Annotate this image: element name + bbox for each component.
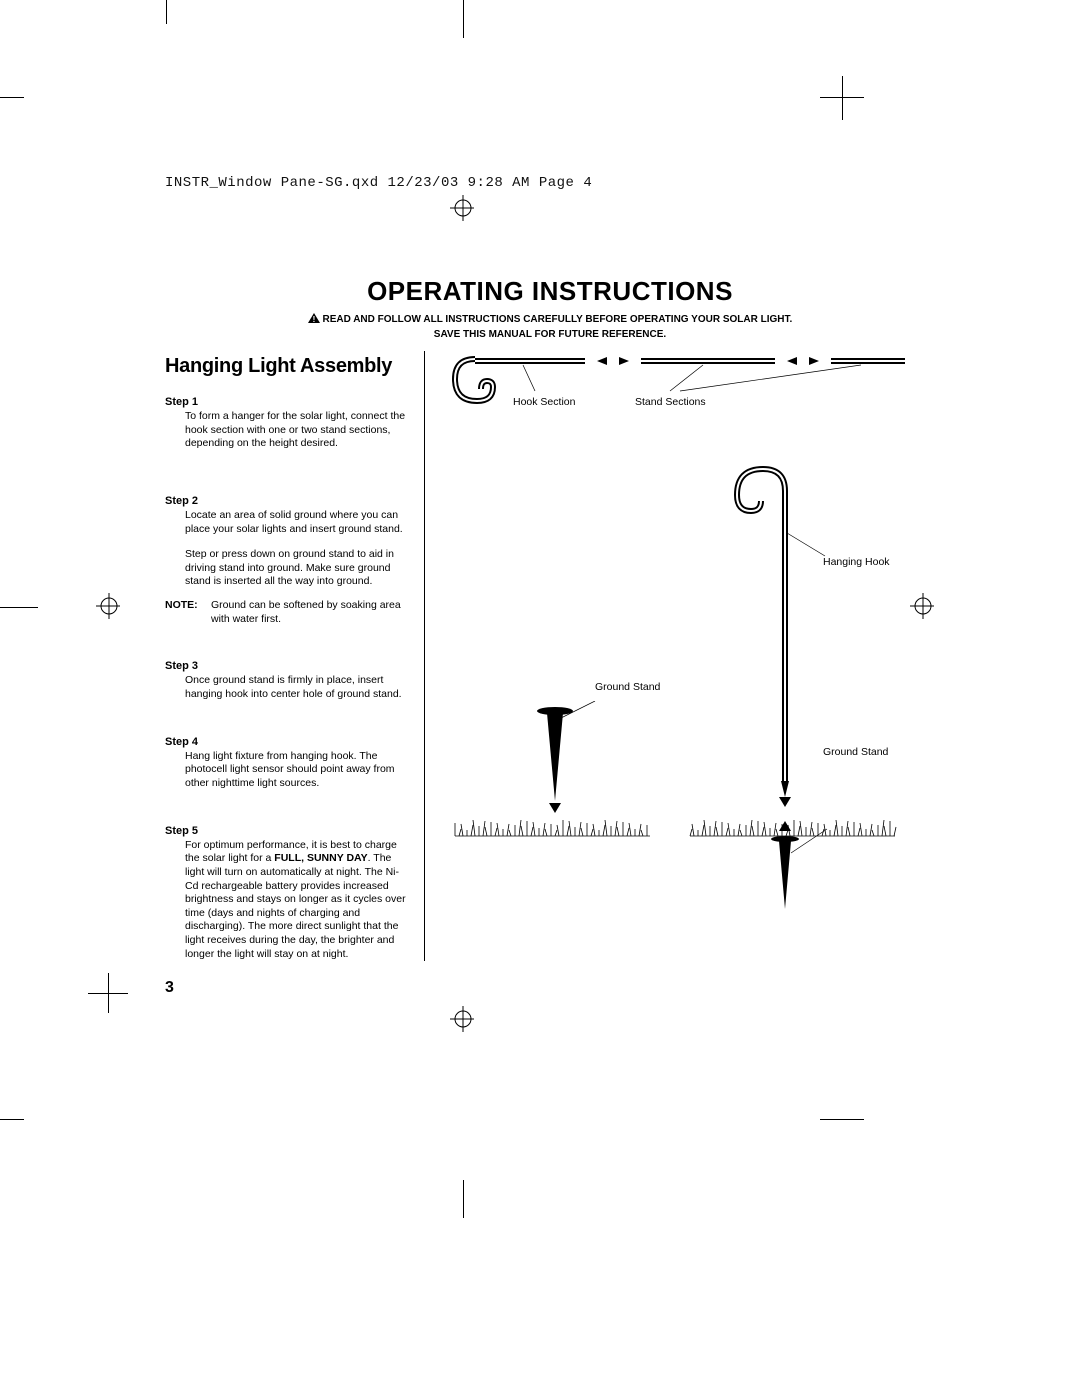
- step-4-label: Step 4: [165, 736, 410, 748]
- warning-block: ! READ AND FOLLOW ALL INSTRUCTIONS CAREF…: [165, 313, 935, 341]
- note-text: Ground can be softened by soaking area w…: [211, 599, 410, 626]
- label-ground-stand-left: Ground Stand: [595, 681, 660, 693]
- file-header: INSTR_Window Pane-SG.qxd 12/23/03 9:28 A…: [165, 175, 935, 191]
- label-hanging-hook: Hanging Hook: [823, 556, 890, 568]
- label-hook-section: Hook Section: [513, 396, 575, 408]
- step-3-label: Step 3: [165, 660, 410, 672]
- diagram-grass: [445, 816, 915, 866]
- page-title: OPERATING INSTRUCTIONS: [165, 276, 935, 307]
- step-2-body-2: Step or press down on ground stand to ai…: [165, 548, 410, 589]
- diagram-top: [445, 351, 915, 421]
- step-2-body-1: Locate an area of solid ground where you…: [165, 509, 410, 536]
- label-ground-stand-right: Ground Stand: [823, 746, 888, 758]
- step-5-label: Step 5: [165, 825, 410, 837]
- note-label: NOTE:: [165, 599, 211, 626]
- step-5-bold: FULL, SUNNY DAY: [274, 852, 367, 864]
- step-5-body: For optimum performance, it is best to c…: [165, 839, 410, 962]
- warning-line-1: READ AND FOLLOW ALL INSTRUCTIONS CAREFUL…: [322, 314, 792, 325]
- section-title: Hanging Light Assembly: [165, 355, 410, 378]
- instructions-column: Hanging Light Assembly Step 1 To form a …: [165, 351, 425, 961]
- diagram-column: Hook Section Stand Sections: [425, 351, 935, 961]
- page-number: 3: [165, 979, 935, 997]
- warning-icon: !: [308, 313, 320, 328]
- step-2-label: Step 2: [165, 495, 410, 507]
- warning-line-2: SAVE THIS MANUAL FOR FUTURE REFERENCE.: [434, 329, 666, 340]
- step-4-body: Hang light fixture from hanging hook. Th…: [165, 750, 410, 791]
- reg-bottom: [450, 1007, 474, 1031]
- reg-left: [96, 594, 120, 618]
- step-1-body: To form a hanger for the solar light, co…: [165, 410, 410, 451]
- step-5-post: . The light will turn on automatically a…: [185, 852, 406, 959]
- label-stand-sections: Stand Sections: [635, 396, 706, 408]
- note-row: NOTE: Ground can be softened by soaking …: [165, 599, 410, 626]
- svg-text:!: !: [312, 315, 315, 323]
- step-3-body: Once ground stand is firmly in place, in…: [165, 674, 410, 701]
- step-1-label: Step 1: [165, 396, 410, 408]
